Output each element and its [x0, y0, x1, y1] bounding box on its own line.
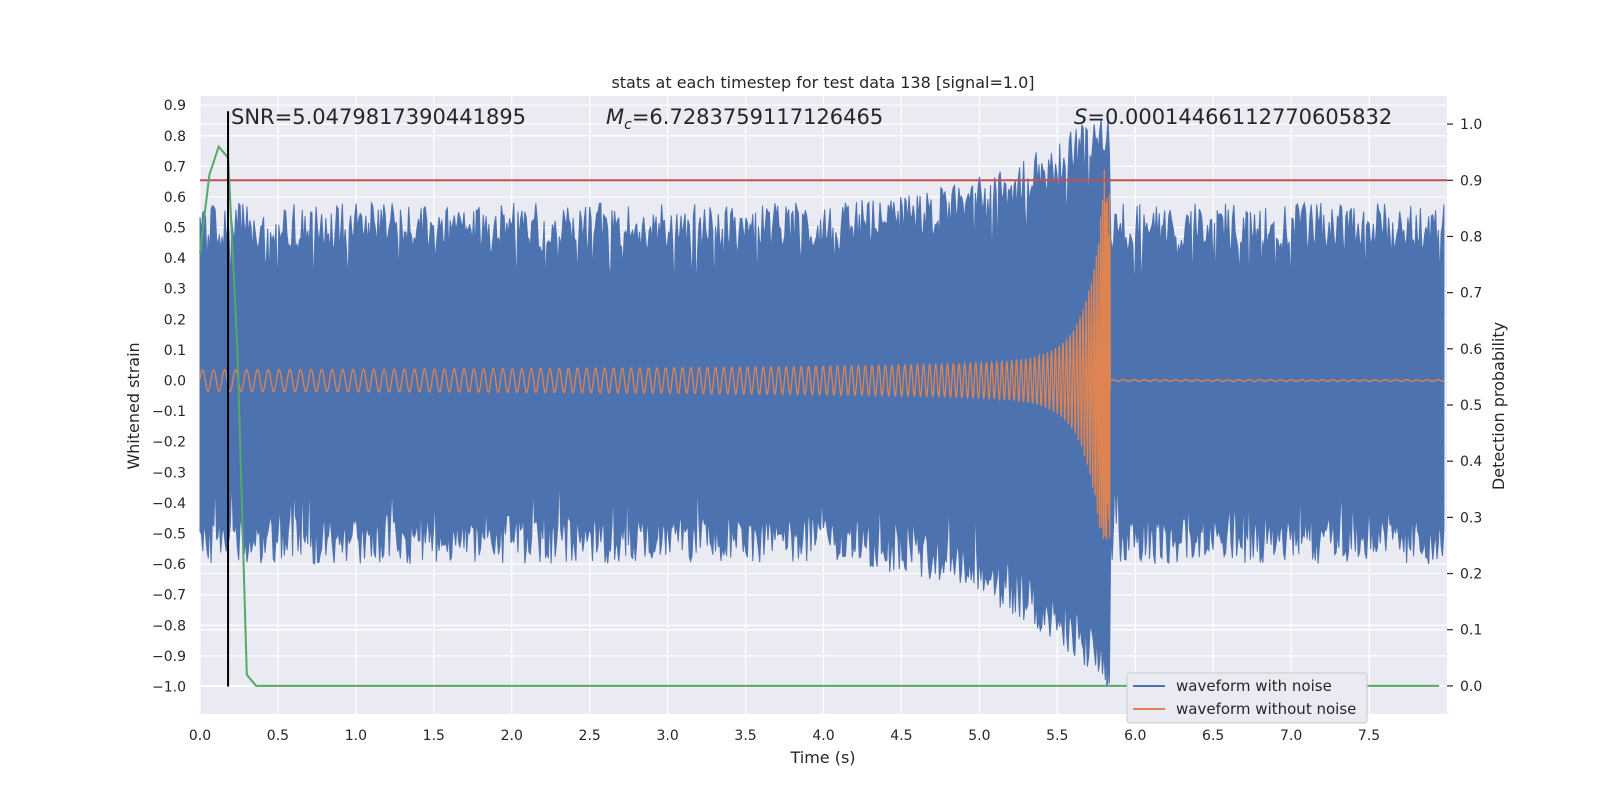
y-tick-label: 0.1 [164, 343, 186, 359]
x-tick-label: 6.5 [1202, 728, 1224, 744]
x-tick-label: 1.0 [345, 728, 367, 744]
s-value: =0.00014466112770605832 [1087, 105, 1392, 129]
x-tick-label: 4.5 [890, 728, 912, 744]
y2-tick-label: 0.3 [1460, 510, 1482, 526]
s-annotation: S=0.00014466112770605832 [1074, 105, 1392, 129]
y2-tick-label: 0.7 [1460, 286, 1482, 302]
y-tick-label: 0.9 [164, 98, 186, 114]
mc-annotation: Mc=6.7283759117126465 [606, 105, 883, 133]
s-symbol: S [1074, 105, 1087, 129]
x-axis-label: Time (s) [789, 748, 855, 767]
y-axis-ticks: 0.9 0.8 0.7 0.6 0.5 0.4 0.3 0.2 0.1 0.0 −0.1 −0.2 −0… [152, 98, 186, 695]
y-tick-label: −1.0 [152, 679, 186, 695]
x-tick-label: 4.0 [812, 728, 834, 744]
y-tick-label: 0.5 [164, 221, 186, 237]
chirp-line [199, 169, 1444, 540]
y2-axis-ticks: 1.0 0.9 0.8 0.7 0.6 0.5 0.4 0.3 0.2 0.1 0.0 [1447, 117, 1482, 695]
y2-tick-label: 0.8 [1460, 229, 1482, 245]
x-tick-label: 2.0 [501, 728, 523, 744]
x-tick-label: 7.0 [1280, 728, 1302, 744]
y2-tick-label: 0.1 [1460, 623, 1482, 639]
x-tick-label: 3.0 [656, 728, 678, 744]
mc-value: =6.7283759117126465 [632, 105, 883, 129]
y-tick-label: −0.5 [152, 526, 186, 542]
mc-subscript: c [624, 117, 632, 133]
x-tick-label: 6.0 [1124, 728, 1146, 744]
y-tick-label: 0.4 [164, 251, 186, 267]
x-tick-label: 3.5 [734, 728, 756, 744]
snr-annotation: SNR=5.0479817390441895 [231, 105, 526, 129]
legend-label-waveform-without-noise: waveform without noise [1176, 700, 1356, 718]
series-waveform-without-noise [199, 169, 1444, 540]
y-tick-label: −0.6 [152, 557, 186, 573]
y2-tick-label: 0.2 [1460, 567, 1482, 583]
y2-tick-label: 0.0 [1460, 679, 1482, 695]
y-tick-label: −0.9 [152, 649, 186, 665]
y-tick-label: 0.6 [164, 190, 186, 206]
chart-title: stats at each timestep for test data 138… [611, 73, 1034, 92]
y-tick-label: 0.7 [164, 159, 186, 175]
x-tick-label: 7.5 [1358, 728, 1380, 744]
legend-label-waveform-with-noise: waveform with noise [1176, 677, 1332, 695]
y2-tick-label: 0.6 [1460, 342, 1482, 358]
y-axis-label: Whitened strain [124, 342, 143, 469]
y-tick-label: −0.4 [152, 496, 186, 512]
y-tick-label: −0.3 [152, 465, 186, 481]
series-detection-probability [199, 144, 1440, 687]
x-tick-label: 0.0 [189, 728, 211, 744]
y2-tick-label: 0.4 [1460, 454, 1482, 470]
mc-symbol: M [606, 105, 624, 129]
y2-tick-label: 0.9 [1460, 173, 1482, 189]
y-tick-label: −0.7 [152, 588, 186, 604]
y-tick-label: 0.0 [164, 374, 186, 390]
x-tick-label: 5.5 [1046, 728, 1068, 744]
x-tick-label: 5.0 [968, 728, 990, 744]
y-tick-label: −0.2 [152, 435, 186, 451]
y-tick-label: 0.8 [164, 129, 186, 145]
noise-envelope [199, 118, 1445, 684]
y2-axis-label: Detection probability [1489, 322, 1508, 490]
y-tick-label: 0.2 [164, 312, 186, 328]
x-tick-label: 2.5 [579, 728, 601, 744]
legend-box [1126, 672, 1368, 724]
y-tick-label: 0.3 [164, 282, 186, 298]
legend: waveform with noise waveform without noi… [1126, 672, 1368, 724]
x-axis-ticks: 0.0 0.5 1.0 1.5 2.0 2.5 3.0 3.5 4.0 4.5 5.0 5.5 6.0 6… [189, 728, 1380, 744]
y-tick-label: −0.8 [152, 618, 186, 634]
y2-tick-label: 1.0 [1460, 117, 1482, 133]
y-tick-label: −0.1 [152, 404, 186, 420]
y2-tick-label: 0.5 [1460, 398, 1482, 414]
x-tick-label: 1.5 [423, 728, 445, 744]
x-tick-label: 0.5 [267, 728, 289, 744]
